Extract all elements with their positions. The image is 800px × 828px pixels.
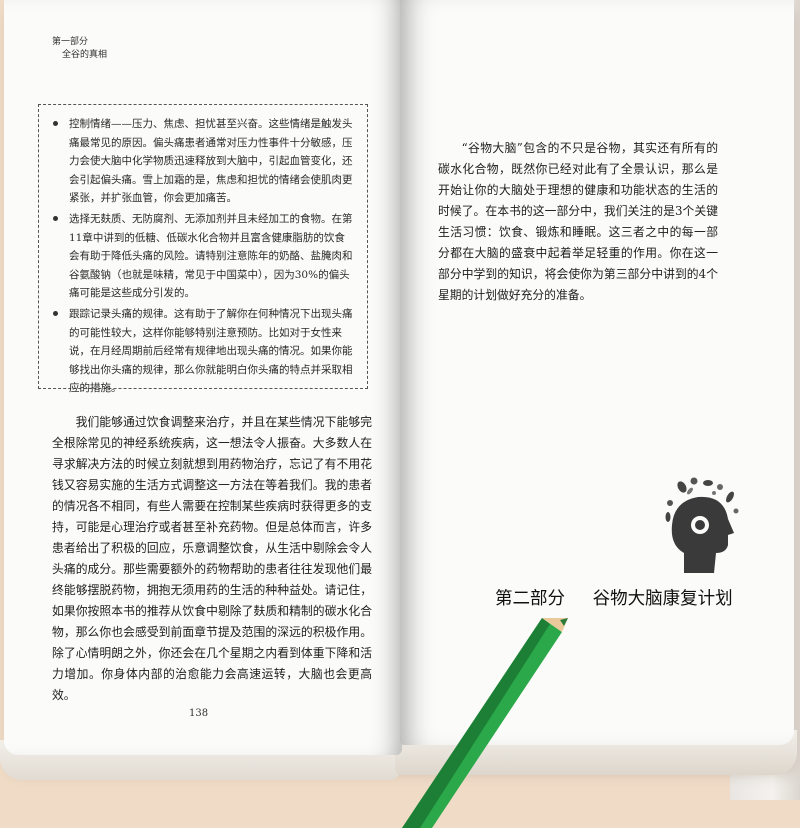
tips-box: 控制情绪——压力、焦虑、担忧甚至兴奋。这些情绪是触发头痛最常见的原因。偏头痛患者… [38,104,368,394]
body-paragraph: 我们能够通过饮食调整来治疗，并且在某些情况下能够完全根除常见的神经系统疾病，这一… [52,415,372,702]
running-head-title: 全谷的真相 [62,50,108,60]
tip-item: 控制情绪——压力、焦虑、担忧甚至兴奋。这些情绪是触发头痛最常见的原因。偏头痛患者… [53,115,355,208]
tip-item: 跟踪记录头痛的规律。这有助于了解你在何种情况下出现头痛的可能性较大，这样你能够特… [53,305,355,398]
green-pencil-icon [402,618,568,828]
right-page: “谷物大脑”包含的不只是谷物，其实还有所有的碳水化合物，既然你已经对此有了全景认… [400,0,794,745]
part-label: 第二部分 [495,589,565,609]
bullet-icon [53,121,58,126]
tip-text: 跟踪记录头痛的规律。这有助于了解你在何种情况下出现头痛的可能性较大，这样你能够特… [69,307,353,395]
running-head: 第一部分 全谷的真相 [52,36,107,62]
bullet-icon [53,215,58,221]
intro-paragraph: “谷物大脑”包含的不只是谷物，其实还有所有的碳水化合物，既然你已经对此有了全景认… [438,141,718,302]
tip-item: 选择无麸质、无防腐剂、无添加剂并且未经加工的食物。在第11章中讲到的低糖、低碳水… [53,210,355,303]
tip-text: 控制情绪——压力、焦虑、担忧甚至兴奋。这些情绪是触发头痛最常见的原因。偏头痛患者… [69,118,353,205]
part-heading: 第二部分 谷物大脑康复计划 [495,585,733,610]
left-page: 第一部分 全谷的真相 控制情绪——压力、焦虑、担忧甚至兴奋。这些情绪是触发头痛最… [4,0,402,755]
bullet-icon [53,310,58,316]
head-silhouette-icon [665,477,739,573]
running-head-part: 第一部分 [52,37,89,47]
part-title: 谷物大脑康复计划 [592,589,733,609]
page-number: 138 [189,708,209,719]
tip-text: 选择无麸质、无防腐剂、无添加剂并且未经加工的食物。在第11章中讲到的低糖、低碳水… [69,212,353,300]
